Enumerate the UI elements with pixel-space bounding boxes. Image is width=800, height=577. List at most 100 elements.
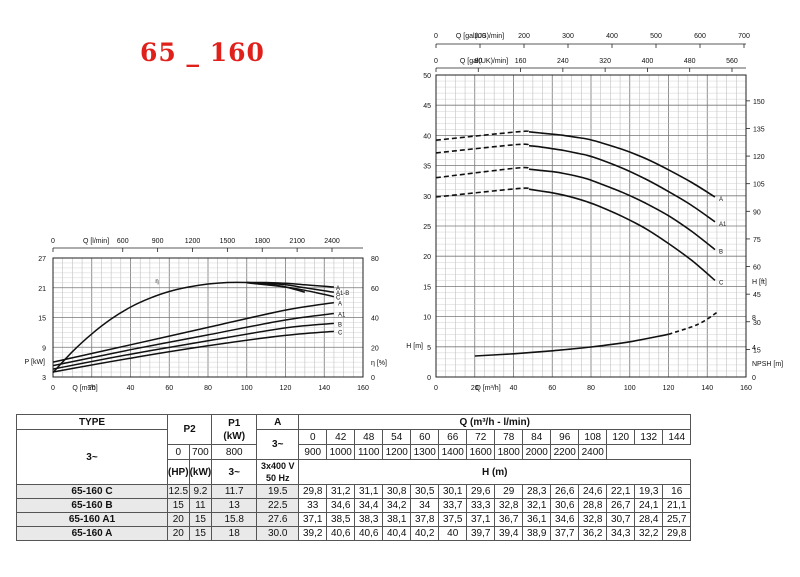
npsh-curve [474,333,669,357]
y-tick-label: 25 [423,224,431,231]
x-tick-label: 60 [165,385,173,392]
top-axis-2-tick-label: 560 [726,58,738,65]
top-axis-1-tick-label: 600 [694,33,706,40]
hp-cell: 20 [167,526,190,541]
head-cell: 25,7 [662,512,692,527]
top-axis-tick-label: 1500 [220,238,236,245]
y-tick-label: 27 [38,256,46,263]
series-label: B [338,322,342,328]
x-tick-label: 80 [587,385,595,392]
y-tick-label: 10 [423,315,431,322]
phase-label: 3~ [256,429,300,460]
head-cell: 31,2 [326,484,356,499]
top-axis-tick-label: 2100 [289,238,305,245]
head-cell: 37,8 [410,512,440,527]
series-label: B [719,250,723,256]
top-axis-1-tick-label: 700 [738,33,750,40]
top-axis-1-tick-label: 500 [650,33,662,40]
head-cell: 28,4 [634,512,664,527]
y-right-tick-label: 80 [371,256,379,263]
head-cell: 26,6 [550,484,580,499]
head-cell: 32,2 [634,526,664,541]
y-right-tick-label: 75 [753,237,761,244]
p1-cell: 13 [211,498,258,513]
y-tick-label: 5 [427,345,431,352]
npsh-tick-label: 0 [752,375,756,382]
head-curve [528,144,716,223]
y-tick-label: 15 [38,316,46,323]
y-right-tick-label: 0 [371,375,375,382]
head-cell: 36,2 [578,526,608,541]
flow-m3h-cell: 54 [382,429,412,445]
flow-lmin-cell: 1300 [410,444,440,460]
head-curve-dashed [435,143,530,154]
pump-type-cell: 65-160 B [16,498,168,513]
y-tick-label: 3 [42,375,46,382]
flow-m3h-cell: 96 [550,429,580,445]
flow-lmin-cell: 1400 [438,444,468,460]
flow-m3h-cell: 72 [466,429,496,445]
head-cell: 22,1 [606,484,636,499]
y-lower-axis-label: H [m] [406,343,423,350]
flow-lmin-cell: 2400 [578,444,608,460]
y-tick-label: 9 [42,345,46,352]
efficiency-curve [246,281,334,293]
head-cell: 30,5 [410,484,440,499]
top-axis-tick-label: 1800 [254,238,270,245]
top-axis-tick-label: 0 [51,238,55,245]
y-right-tick-label: 45 [753,292,761,299]
flow-lmin-cell: 800 [211,444,258,460]
head-cell: 28,8 [578,498,608,513]
current-header: A [256,414,300,430]
head-cell: 37,1 [466,512,496,527]
head-curve-dashed [435,187,530,198]
top-axis-tick-label: 600 [117,238,129,245]
flow-m3h-cell: 78 [494,429,524,445]
head-cell: 40,4 [382,526,412,541]
y-tick-label: 50 [423,73,431,80]
x-tick-label: 40 [127,385,135,392]
flow-lmin-cell: 1600 [466,444,496,460]
page-title: 65 _ 160 [140,38,265,67]
y-tick-label: 15 [423,284,431,291]
series-label: A1 [719,222,727,228]
top-axis-2-tick-label: 320 [599,58,611,65]
head-curve-dashed [435,166,530,179]
x-tick-label: 140 [701,385,713,392]
power-curve [52,330,334,373]
head-cell: 29,6 [466,484,496,499]
head-cell: 38,1 [382,512,412,527]
pump-type-cell: 65-160 A1 [16,512,168,527]
flow-lmin-cell: 900 [298,444,328,460]
y-tick-label: 21 [38,286,46,293]
flow-lmin-cell: 2000 [522,444,552,460]
x-tick-label: 20 [471,385,479,392]
top-axis-1-tick-label: 0 [434,33,438,40]
power-curve [52,301,335,363]
current-cell: 19.5 [256,484,300,499]
x-tick-label: 0 [434,385,438,392]
head-cell: 29,8 [298,484,328,499]
head-cell: 34,6 [550,512,580,527]
pump-type-cell: 65-160 A [16,526,168,541]
kw-cell: 15 [188,512,213,527]
top-axis-2-tick-label: 0 [434,58,438,65]
head-cell: 34,2 [382,498,412,513]
pump-type-cell: 65-160 C [16,484,168,499]
head-cell: 40,6 [354,526,384,541]
flow-m3h-cell: 42 [326,429,356,445]
flow-lmin-cell: 1200 [382,444,412,460]
flow-m3h-cell: 84 [522,429,552,445]
table-row: 65-160 A 20 15 18 30.0 39,2 40,6 40,6 40,4 40,2 40… [16,526,692,541]
head-cell: 34,6 [326,498,356,513]
npsh-curve-dashed [668,311,718,336]
top-axis-tick-label: 2400 [324,238,340,245]
head-cell: 24,1 [634,498,664,513]
y-tick-label: 35 [423,164,431,171]
y-right-tick-label: 105 [753,182,765,189]
top-axis-label: Q [l/min] [83,238,109,245]
x-tick-label: 100 [624,385,636,392]
head-cell: 30,8 [382,484,412,499]
head-cell: 36,1 [522,512,552,527]
head-cell: 34 [410,498,440,513]
